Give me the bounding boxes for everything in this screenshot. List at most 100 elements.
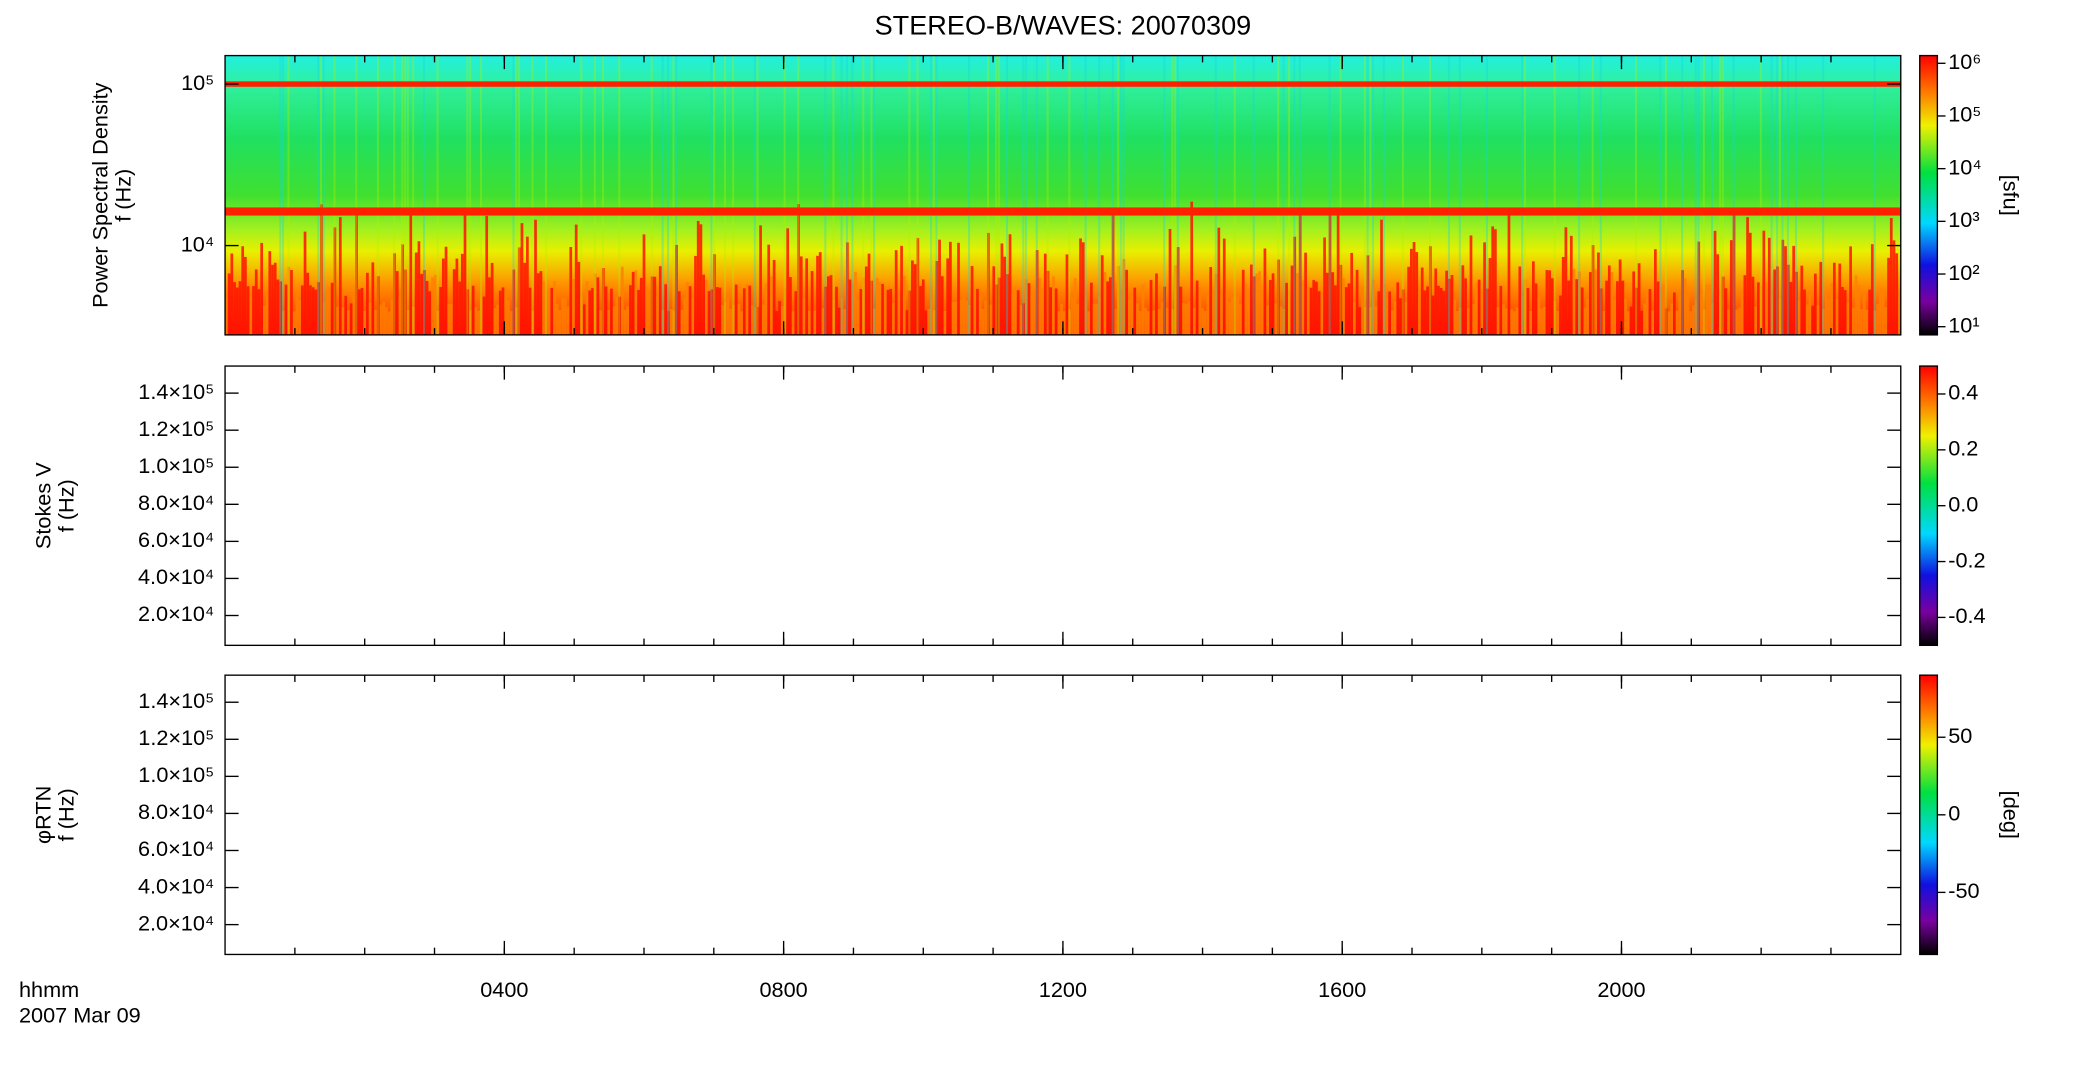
spectrogram-column xyxy=(1480,293,1484,335)
spectrogram-column xyxy=(1645,290,1649,335)
spectrogram-streak xyxy=(797,55,800,335)
spectrogram-column xyxy=(1784,246,1787,335)
spectrogram-column xyxy=(680,309,684,335)
spectrogram-column xyxy=(1214,273,1218,335)
spectrogram-column xyxy=(1450,275,1454,335)
spectrogram-column xyxy=(1526,288,1530,335)
spectrogram-column xyxy=(1127,299,1131,335)
spectrogram-streak xyxy=(1366,55,1369,335)
spectrogram-column xyxy=(843,309,846,335)
spectrogram-column xyxy=(921,279,925,335)
spectrogram-column xyxy=(675,244,678,335)
spectrogram-column xyxy=(889,288,893,335)
spectrogram-column xyxy=(244,256,247,335)
spectrogram-column xyxy=(1174,265,1177,335)
spectrogram-column xyxy=(1317,291,1321,335)
spectrogram-streak xyxy=(995,55,998,335)
spectrogram-column xyxy=(775,310,779,335)
spectrogram-streak xyxy=(873,55,876,335)
spectrogram-column xyxy=(1713,230,1717,335)
spectrogram-column xyxy=(509,311,513,335)
spectrogram-column xyxy=(902,275,906,335)
spectrogram-column xyxy=(577,261,581,335)
spectrogram-streak xyxy=(840,55,843,335)
spectrogram-column xyxy=(1052,276,1055,335)
spectrogram-streak xyxy=(870,55,873,335)
spectrogram-column xyxy=(718,287,722,335)
spectrogram-streak xyxy=(593,55,596,335)
spectrogram-column xyxy=(1024,279,1028,335)
spectrogram-column xyxy=(1491,226,1495,335)
spectrogram-column xyxy=(1407,266,1410,335)
spectrogram-streak xyxy=(404,55,407,335)
spectrogram-streak xyxy=(661,55,664,335)
spectrogram-streak xyxy=(832,55,835,335)
plot-frame xyxy=(224,365,1902,647)
spectrogram-column xyxy=(1146,311,1150,335)
spectrogram-column xyxy=(1065,254,1069,335)
spectrogram-column xyxy=(1399,298,1402,335)
spectrogram-column xyxy=(1087,311,1091,335)
spectrogram-column xyxy=(531,310,535,335)
spectrogram-streak xyxy=(1523,55,1526,335)
spectrogram-column xyxy=(610,288,613,335)
spectrogram-column xyxy=(867,253,871,335)
y-tick-label: 1.4×10⁵ xyxy=(138,688,214,713)
spectrogram-column xyxy=(1043,253,1047,335)
spectrogram-column xyxy=(1567,280,1570,335)
spectrogram-column xyxy=(1662,284,1665,335)
spectrogram-column xyxy=(555,303,559,335)
spectrogram-streak xyxy=(1401,55,1404,335)
spectrogram-column xyxy=(1220,294,1223,335)
y-tick-label: 2.0×10⁴ xyxy=(138,910,214,935)
spectrogram-column xyxy=(772,259,776,335)
spectrogram-column xyxy=(404,269,407,335)
spectrogram-streak xyxy=(466,55,469,335)
spectrogram-column xyxy=(1401,289,1405,335)
spectrogram-column xyxy=(1773,269,1777,335)
spectrogram-streak xyxy=(1372,55,1375,335)
spectrogram-column xyxy=(496,304,499,335)
spectrogram-column xyxy=(539,271,543,335)
spectrogram-column xyxy=(1515,307,1519,335)
spectrogram-column xyxy=(371,262,375,335)
spectrogram-column xyxy=(1114,308,1118,335)
spectrogram-streak xyxy=(1759,55,1762,335)
spectrogram-column xyxy=(344,295,348,335)
spectrogram-column xyxy=(1073,278,1077,335)
spectrogram-column xyxy=(1870,244,1874,335)
spectrogram-column xyxy=(927,308,931,335)
spectrogram-streak xyxy=(1781,55,1784,335)
spectrogram-column xyxy=(1559,295,1562,335)
spectrogram-column xyxy=(295,291,299,335)
colorbar xyxy=(1919,674,1939,956)
spectrogram-column xyxy=(1391,310,1394,335)
y-axis-label: φRTN xyxy=(30,786,55,844)
spectrogram-column xyxy=(566,306,570,335)
spectrogram-column xyxy=(1740,291,1744,335)
spectrogram-column xyxy=(1686,292,1690,335)
spectrogram-column xyxy=(1022,303,1025,335)
spectrogram-column xyxy=(599,310,602,335)
spectrogram-column xyxy=(1141,284,1145,335)
spectrogram-column xyxy=(1588,272,1592,335)
spectrogram-column xyxy=(1033,292,1036,335)
spectrogram-column xyxy=(355,214,358,335)
spectrogram-column xyxy=(626,306,630,335)
spectrogram-column xyxy=(932,310,936,335)
spectrogram-streak xyxy=(1035,55,1038,335)
spectrogram-column xyxy=(582,304,586,335)
spectrogram-streak xyxy=(1873,55,1876,335)
spectrogram-column xyxy=(1103,272,1107,335)
y-axis-label: Stokes V xyxy=(30,462,55,549)
spectrogram-column xyxy=(686,282,689,335)
spectrogram-column xyxy=(268,251,272,335)
spectrogram-column xyxy=(911,260,914,335)
spectrogram-column xyxy=(452,269,456,335)
y-axis-label: f (Hz) xyxy=(110,169,135,222)
spectrogram-column xyxy=(645,286,649,335)
spectrogram-column xyxy=(669,309,673,335)
spectrogram-column xyxy=(618,296,621,335)
spectrogram-streak xyxy=(1171,55,1174,335)
